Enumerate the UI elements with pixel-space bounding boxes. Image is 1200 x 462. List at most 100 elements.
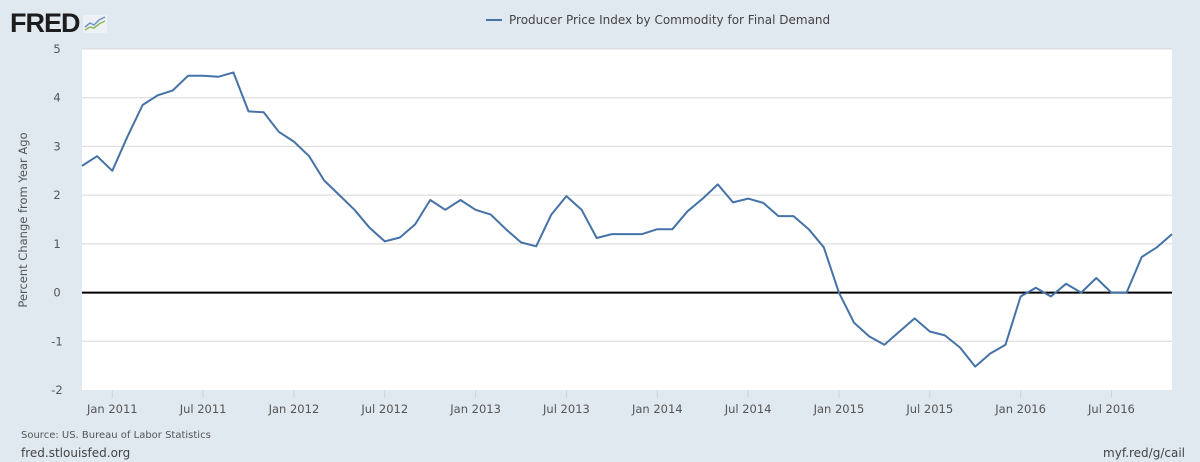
data-point[interactable]: [200, 73, 206, 79]
data-point[interactable]: [427, 197, 433, 203]
y-tick-label: 2: [53, 188, 60, 202]
y-tick-label: 0: [53, 286, 60, 300]
data-point[interactable]: [230, 69, 236, 75]
chart-line-icon: [82, 14, 107, 33]
x-tick-label: Jan 2016: [994, 402, 1046, 416]
x-tick-label: Jan 2014: [631, 402, 683, 416]
data-point[interactable]: [109, 168, 115, 174]
data-point[interactable]: [367, 225, 373, 231]
data-point[interactable]: [579, 207, 585, 213]
data-point[interactable]: [881, 342, 887, 348]
data-point[interactable]: [140, 102, 146, 108]
data-point[interactable]: [972, 364, 978, 370]
x-tick-label: Jan 2013: [449, 402, 501, 416]
x-tick-label: Jul 2015: [905, 402, 953, 416]
data-point[interactable]: [654, 226, 660, 232]
data-point[interactable]: [1048, 294, 1054, 300]
y-tick-label: -1: [51, 334, 62, 348]
y-tick-label: 4: [53, 91, 60, 105]
data-point[interactable]: [1139, 254, 1145, 260]
data-point[interactable]: [927, 329, 933, 335]
data-point[interactable]: [155, 92, 161, 98]
data-point[interactable]: [685, 208, 691, 214]
data-point[interactable]: [382, 238, 388, 244]
x-tick-label: Jan 2012: [268, 402, 320, 416]
source-note: Source: US. Bureau of Labor Statistics: [21, 430, 211, 441]
data-point[interactable]: [306, 153, 312, 159]
data-point[interactable]: [1003, 342, 1009, 348]
data-point[interactable]: [291, 139, 297, 145]
data-point[interactable]: [1063, 281, 1069, 287]
data-point[interactable]: [1154, 244, 1160, 250]
y-tick-label: 3: [53, 139, 60, 153]
data-point[interactable]: [987, 351, 993, 357]
data-point[interactable]: [321, 178, 327, 184]
data-point[interactable]: [745, 196, 751, 202]
data-point[interactable]: [94, 153, 100, 159]
data-point[interactable]: [669, 226, 675, 232]
data-point[interactable]: [261, 109, 267, 115]
plot-area: [82, 49, 1172, 390]
data-point[interactable]: [639, 231, 645, 237]
data-point[interactable]: [1093, 275, 1099, 281]
data-point[interactable]: [1018, 294, 1024, 300]
data-point[interactable]: [246, 108, 252, 114]
data-point[interactable]: [276, 129, 282, 135]
y-tick-label: 1: [53, 237, 60, 251]
x-tick-label: Jul 2016: [1087, 402, 1135, 416]
chart-legend[interactable]: Producer Price Index by Commodity for Fi…: [486, 13, 830, 27]
data-point[interactable]: [624, 231, 630, 237]
data-point[interactable]: [185, 73, 191, 79]
data-point[interactable]: [609, 231, 615, 237]
data-point[interactable]: [594, 235, 600, 241]
data-point[interactable]: [1078, 290, 1084, 296]
fred-logo[interactable]: FRED: [10, 8, 107, 39]
data-point[interactable]: [1033, 285, 1039, 291]
short-link[interactable]: myf.red/g/cail: [1103, 446, 1185, 460]
data-point[interactable]: [215, 74, 221, 80]
data-point[interactable]: [866, 333, 872, 339]
data-point[interactable]: [912, 315, 918, 321]
y-tick-label: -2: [51, 383, 62, 397]
data-point[interactable]: [442, 207, 448, 213]
data-point[interactable]: [1124, 290, 1130, 296]
data-point[interactable]: [760, 200, 766, 206]
data-point[interactable]: [715, 181, 721, 187]
x-tick-label: Jan 2015: [813, 402, 865, 416]
x-tick-label: Jul 2013: [542, 402, 590, 416]
data-point[interactable]: [1108, 290, 1114, 296]
data-point[interactable]: [821, 244, 827, 250]
data-point[interactable]: [897, 329, 903, 335]
data-point[interactable]: [352, 207, 358, 213]
data-point[interactable]: [336, 192, 342, 198]
data-point[interactable]: [79, 163, 85, 169]
data-point[interactable]: [957, 345, 963, 351]
data-point[interactable]: [473, 207, 479, 213]
data-point[interactable]: [836, 290, 842, 296]
data-point[interactable]: [124, 134, 130, 140]
data-point[interactable]: [488, 212, 494, 218]
data-point[interactable]: [503, 226, 509, 232]
data-point[interactable]: [730, 199, 736, 205]
data-point[interactable]: [1169, 231, 1175, 237]
data-point[interactable]: [533, 243, 539, 249]
site-link[interactable]: fred.stlouisfed.org: [21, 446, 131, 460]
legend-swatch: [486, 19, 502, 21]
data-point[interactable]: [806, 226, 812, 232]
data-point[interactable]: [942, 332, 948, 338]
x-tick-label: Jul 2014: [724, 402, 772, 416]
line-chart: 5 4 3 2 1 0 -1 -2 Jan 2011 Jul 2011 Jan 2012 Jul 2…: [51, 42, 1175, 416]
data-point[interactable]: [412, 221, 418, 227]
data-point[interactable]: [397, 235, 403, 241]
data-point[interactable]: [851, 320, 857, 326]
data-point[interactable]: [170, 87, 176, 93]
data-point[interactable]: [548, 212, 554, 218]
x-tick-label: Jan 2011: [86, 402, 138, 416]
data-point[interactable]: [791, 213, 797, 219]
series-line-ppi[interactable]: [81, 71, 1173, 368]
data-point[interactable]: [458, 197, 464, 203]
data-point[interactable]: [700, 196, 706, 202]
data-point[interactable]: [518, 239, 524, 245]
data-point[interactable]: [563, 193, 569, 199]
data-point[interactable]: [775, 213, 781, 219]
